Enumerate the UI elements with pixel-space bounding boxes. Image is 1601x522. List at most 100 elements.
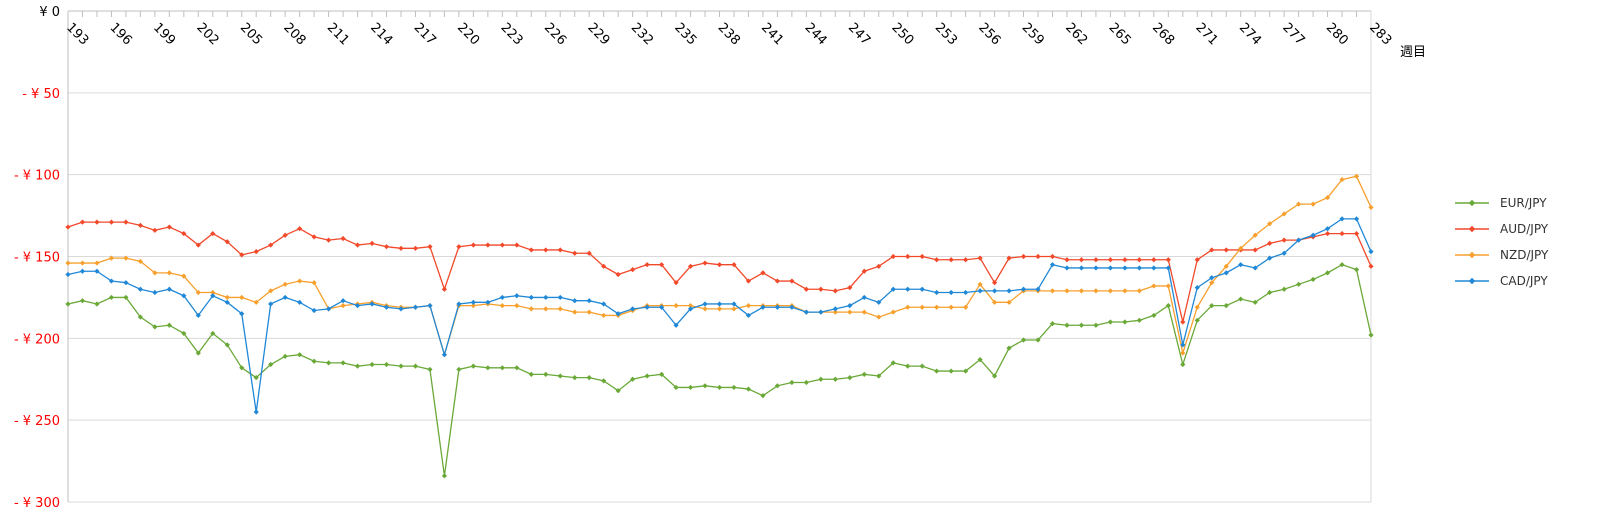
data-point [687,384,694,391]
data-point [890,253,896,260]
data-point [847,375,853,381]
data-point [297,226,303,232]
data-point [311,358,317,364]
data-point [427,244,433,250]
data-point [1281,211,1287,217]
data-point [760,393,766,399]
data-point [340,360,346,366]
data-point [601,301,607,307]
data-point [1180,342,1186,348]
data-point [1324,226,1331,232]
data-point [789,304,795,310]
data-point [282,353,288,359]
data-point [1064,265,1070,271]
series-lines [65,173,1374,479]
legend-item: CAD/JPY [1455,274,1548,288]
data-point [398,306,404,312]
legend-marker [1468,277,1476,285]
data-point [470,363,476,369]
y-tick-label: ¥ 0 [39,5,60,20]
y-tick-labels: ¥ 0 - ¥ 50 - ¥ 100 - ¥ 150 - ¥ 200 - ¥ 250 - ¥… [14,5,60,511]
data-point [934,289,940,296]
y-tick-label: - ¥ 250 [14,414,60,429]
data-point [919,253,925,260]
data-point [1020,337,1027,343]
data-point [1281,286,1287,292]
data-point [166,270,172,276]
data-point [1093,288,1099,294]
data-point [876,314,882,320]
data-point [166,224,172,230]
data-point [470,299,476,305]
data-point [369,240,375,247]
data-point [1339,262,1345,268]
data-point [514,303,520,309]
data-point [123,219,129,225]
data-point [354,363,361,369]
data-point [1035,337,1041,343]
data-point [499,242,505,248]
data-point [354,242,361,248]
data-point [94,260,100,266]
data-point [1093,322,1099,328]
data-point [412,363,419,369]
data-point [861,294,867,301]
legend-marker [1468,225,1476,233]
data-point [832,306,838,312]
data-point [977,288,983,294]
data-point [514,242,520,248]
data-point [1165,257,1171,263]
data-point [441,473,448,479]
data-point [239,365,245,371]
data-point [572,309,578,315]
data-point [1281,250,1287,256]
data-point [1151,312,1157,319]
data-point [1136,265,1142,271]
data-point [123,280,129,286]
data-point [340,235,346,242]
data-point [1165,303,1171,309]
data-point [991,288,998,294]
data-point [1093,265,1099,271]
data-point [253,248,259,255]
data-point [195,289,201,296]
axes [67,10,1372,502]
data-point [731,384,737,391]
data-point [210,230,216,237]
data-point [991,373,998,379]
data-point [1368,332,1374,338]
data-point [108,255,115,261]
data-point [1353,266,1360,273]
data-point [485,242,491,248]
data-point [876,263,882,269]
data-point [224,239,230,245]
data-point [1267,221,1273,227]
data-point [123,294,129,301]
data-point [687,306,694,312]
data-point [340,298,346,304]
data-point [586,250,592,256]
data-point [311,234,317,240]
data-point [1006,255,1012,261]
data-point [427,303,433,309]
data-point [1194,317,1200,323]
data-point [644,373,650,379]
data-point [905,304,911,310]
data-point [615,388,621,394]
data-point [818,309,824,315]
data-point [803,379,809,386]
data-point [1324,270,1331,276]
data-point [977,357,983,363]
data-point [1238,262,1244,268]
data-point [398,363,404,369]
data-point [572,298,578,304]
data-point [905,253,911,260]
data-point [181,230,187,237]
data-point [1035,286,1041,292]
data-point [601,263,607,269]
data-point [1194,257,1200,263]
legend-label: CAD/JPY [1500,274,1548,288]
data-point [586,375,592,381]
data-point [210,293,216,299]
